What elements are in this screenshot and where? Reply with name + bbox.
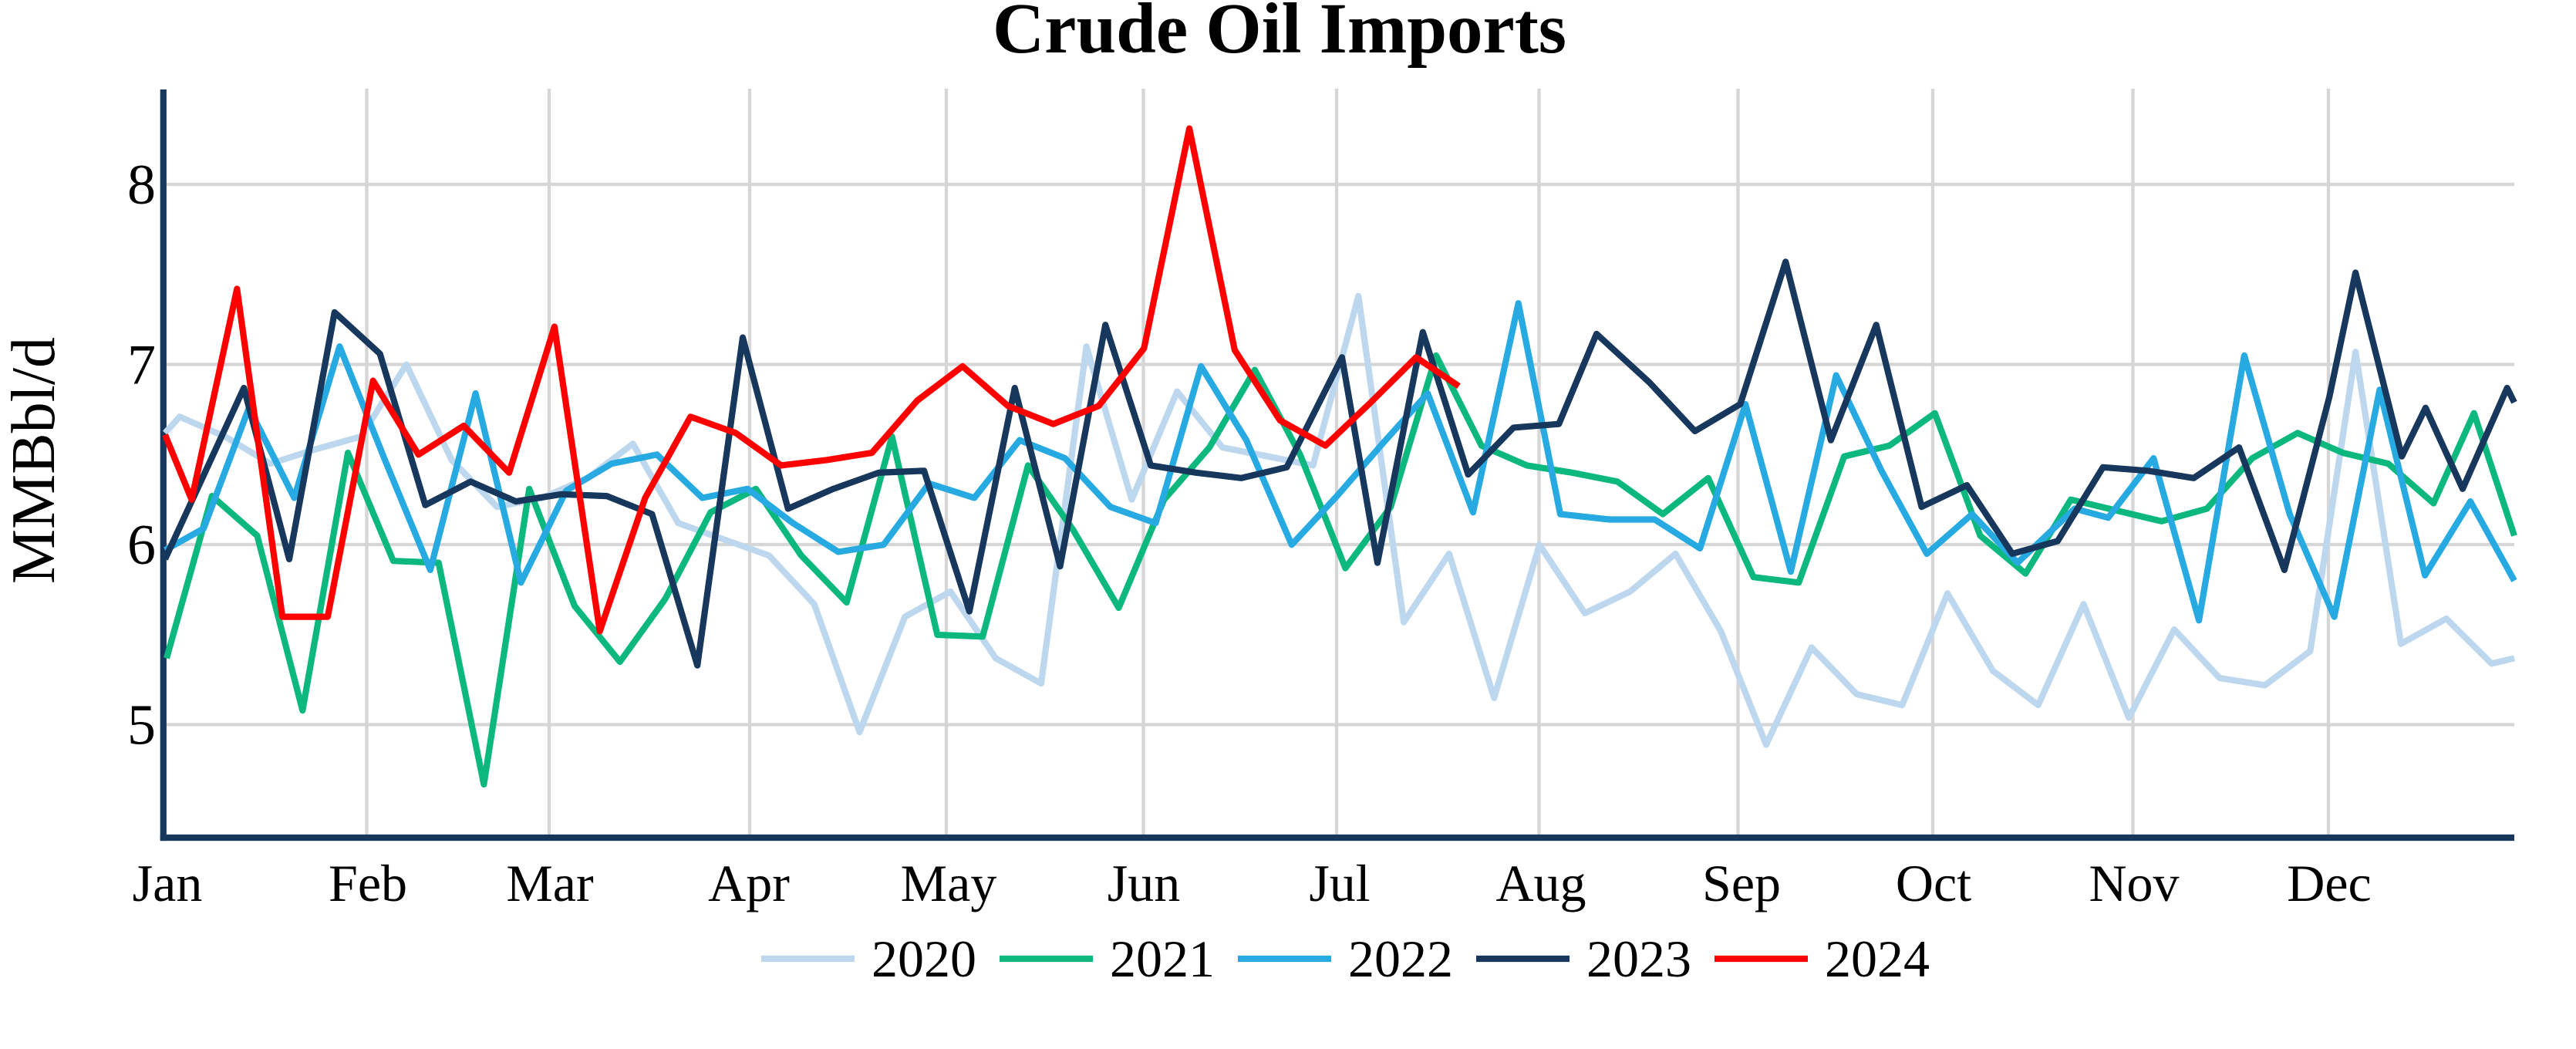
svg-text:Jan: Jan: [133, 854, 203, 912]
svg-text:7: 7: [127, 334, 156, 397]
svg-text:Mar: Mar: [506, 854, 594, 912]
svg-text:Jun: Jun: [1108, 854, 1180, 912]
svg-text:May: May: [901, 854, 997, 912]
svg-text:2022: 2022: [1348, 929, 1453, 988]
svg-text:Aug: Aug: [1495, 854, 1586, 912]
svg-text:Sep: Sep: [1702, 854, 1781, 912]
svg-text:Apr: Apr: [708, 854, 790, 912]
svg-text:Oct: Oct: [1896, 854, 1971, 912]
svg-text:5: 5: [127, 694, 156, 757]
svg-text:Jul: Jul: [1309, 854, 1370, 912]
svg-text:8: 8: [127, 153, 156, 217]
svg-text:2020: 2020: [872, 929, 976, 988]
svg-text:2024: 2024: [1825, 929, 1930, 988]
svg-text:6: 6: [127, 514, 156, 577]
svg-text:2023: 2023: [1586, 929, 1691, 988]
svg-text:Nov: Nov: [2089, 854, 2179, 912]
svg-text:Dec: Dec: [2287, 854, 2371, 912]
svg-text:Feb: Feb: [329, 854, 407, 912]
svg-text:MMBbl/d: MMBbl/d: [0, 337, 68, 584]
svg-text:Crude Oil Imports: Crude Oil Imports: [993, 0, 1566, 69]
svg-text:2021: 2021: [1110, 929, 1215, 988]
